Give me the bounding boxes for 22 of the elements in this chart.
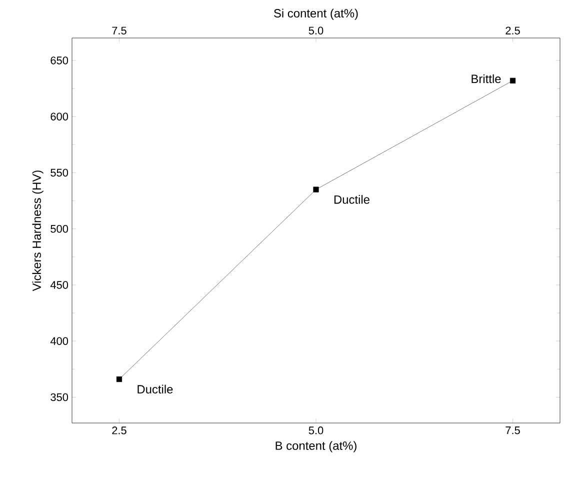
point	[510, 78, 516, 84]
x2-tick-label: 5.0	[308, 26, 324, 34]
y-tick-label: 350	[50, 393, 68, 402]
y-axis-title: Vickers Hardness (HV)	[32, 170, 44, 292]
y-tick-label: 450	[50, 281, 68, 289]
y-tick-label: 550	[50, 168, 68, 177]
y-tick-label: 400	[50, 337, 68, 345]
x2-tick-label: 2.5	[506, 26, 520, 34]
point	[313, 186, 319, 192]
point	[116, 376, 122, 382]
x-tick-label: 2.5	[112, 426, 126, 434]
y-tick-label: 600	[50, 112, 68, 120]
x2-tick-label: 7.5	[112, 26, 126, 34]
y-tick-label: 500	[50, 224, 68, 233]
x-tick-label: 5.0	[308, 426, 324, 434]
x2-axis-title: Si content (at%)	[274, 8, 358, 20]
x-tick-label: 7.5	[506, 426, 520, 434]
annotation: Brittle	[472, 74, 501, 84]
x-axis-title: B content (at%)	[276, 441, 356, 452]
y-tick-label: 650	[50, 56, 68, 64]
annotation: Ductile	[138, 384, 173, 394]
annotation: Ductile	[334, 195, 370, 204]
